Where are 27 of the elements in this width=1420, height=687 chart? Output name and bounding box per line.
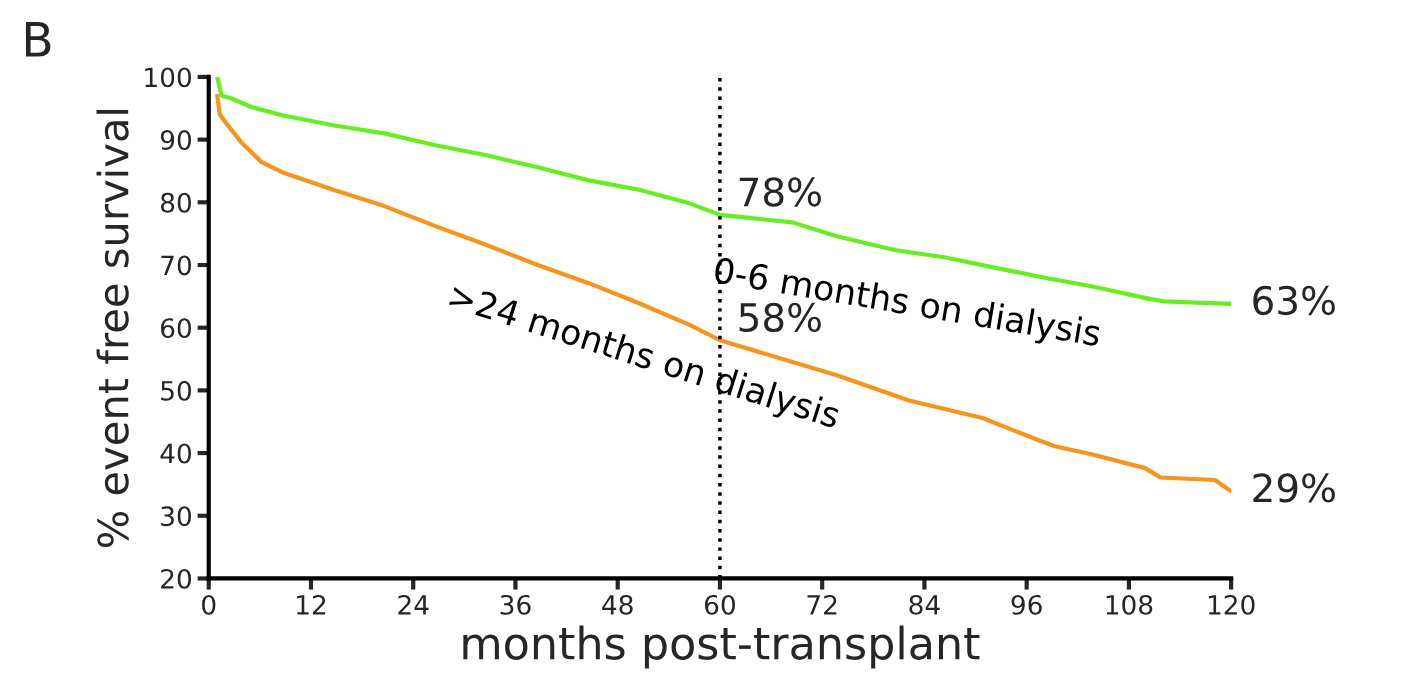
- x-tick-label: 12: [297, 594, 326, 615]
- text: 63%: [1253, 285, 1335, 316]
- x-tick-label: 72: [807, 594, 837, 615]
- x-tick-label: 60: [704, 594, 735, 615]
- y-tick-label: 20: [161, 568, 192, 589]
- y-tick-label: 40: [160, 443, 192, 464]
- x-axis-title: months post-transplant: [463, 625, 980, 669]
- y-tick-label: 100: [145, 67, 192, 88]
- y-tick-label: 30: [161, 506, 192, 527]
- y-tick-label: 90: [160, 130, 192, 151]
- x-tick-label: 108: [1106, 594, 1153, 615]
- x-tick-label: 120: [1208, 594, 1255, 615]
- y-tick-label: 70: [161, 255, 192, 276]
- text: 29%: [1253, 473, 1335, 503]
- line-series: [215, 93, 1232, 494]
- x-tick-label: 96: [1011, 594, 1042, 615]
- x-tick-label: 48: [602, 594, 633, 615]
- y-axis-title: % event free survival: [96, 109, 129, 548]
- x-tick-label: 36: [500, 594, 531, 615]
- x-tick-label: 0: [202, 594, 216, 615]
- y-tick-label: 80: [160, 192, 192, 213]
- y-tick-label: 50: [161, 380, 192, 401]
- x-tick-label: 84: [909, 594, 940, 615]
- x-tick-label: 24: [398, 594, 429, 615]
- annotation: 78%: [739, 177, 821, 207]
- y-tick-label: 60: [161, 318, 192, 339]
- chart-title: B: [25, 22, 51, 57]
